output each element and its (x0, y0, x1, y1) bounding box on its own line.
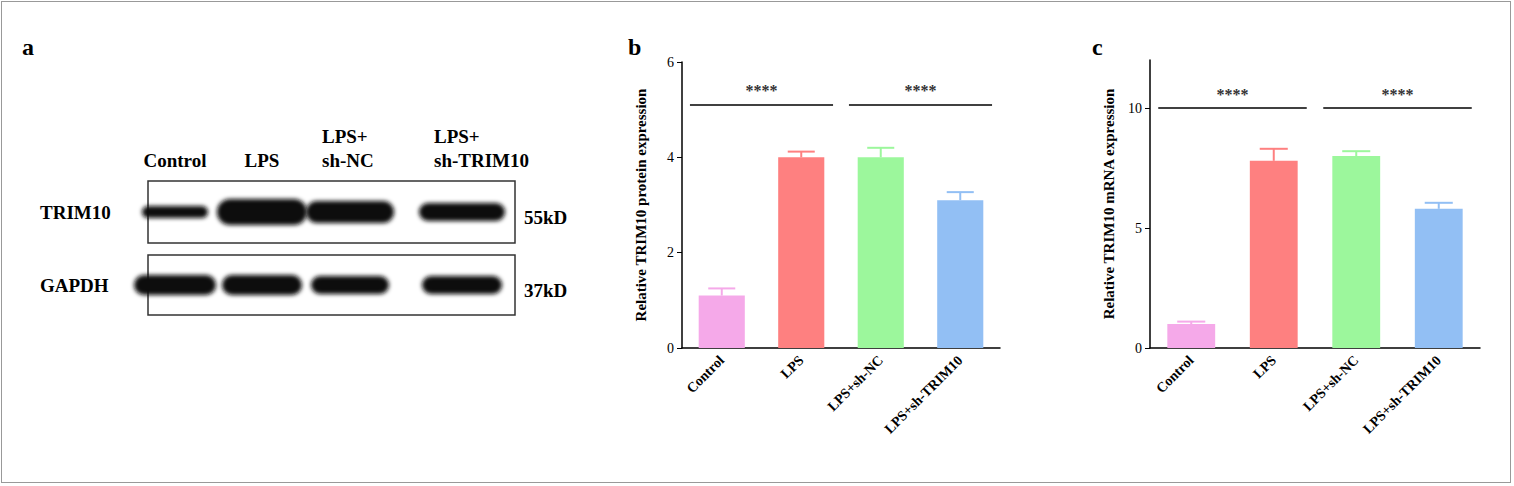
svg-text:LPS+sh-NC: LPS+sh-NC (1300, 353, 1361, 414)
svg-text:6: 6 (667, 55, 674, 70)
svg-text:37kD: 37kD (524, 280, 567, 301)
svg-text:LPS: LPS (778, 353, 807, 382)
svg-text:LPS+: LPS+ (322, 126, 368, 147)
html-text:c: c (1092, 34, 1103, 60)
svg-text:Control: Control (144, 150, 207, 171)
svg-text:****: **** (905, 82, 937, 99)
html-text:a: a (22, 34, 34, 60)
svg-text:10: 10 (1128, 101, 1142, 116)
svg-text:55kD: 55kD (524, 207, 567, 228)
svg-text:****: **** (1382, 86, 1414, 103)
svg-text:0: 0 (1135, 341, 1142, 356)
svg-text:sh-NC: sh-NC (322, 150, 374, 171)
svg-text:LPS+sh-NC: LPS+sh-NC (825, 353, 886, 414)
svg-text:2: 2 (667, 245, 674, 260)
svg-text:GAPDH: GAPDH (40, 275, 109, 296)
svg-text:TRIM10: TRIM10 (40, 202, 111, 223)
svg-text:LPS: LPS (245, 150, 280, 171)
svg-text:Relative TRIM10 protein expres: Relative TRIM10 protein expression (633, 88, 649, 322)
svg-text:LPS+sh-TRIM10: LPS+sh-TRIM10 (882, 353, 966, 437)
svg-text:sh-TRIM10: sh-TRIM10 (434, 150, 529, 171)
svg-text:4: 4 (667, 150, 674, 165)
svg-text:LPS+sh-TRIM10: LPS+sh-TRIM10 (1360, 353, 1444, 437)
svg-text:LPS+: LPS+ (434, 126, 480, 147)
svg-text:0: 0 (667, 341, 674, 356)
svg-text:****: **** (1217, 86, 1249, 103)
svg-text:****: **** (746, 82, 778, 99)
svg-text:Relative TRIM10 mRNA expressio: Relative TRIM10 mRNA expression (1101, 88, 1117, 319)
svg-text:Control: Control (1153, 353, 1196, 396)
svg-text:LPS: LPS (1250, 353, 1279, 382)
svg-text:Control: Control (684, 353, 727, 396)
html-text:b: b (628, 34, 642, 60)
svg-text:5: 5 (1135, 221, 1142, 236)
